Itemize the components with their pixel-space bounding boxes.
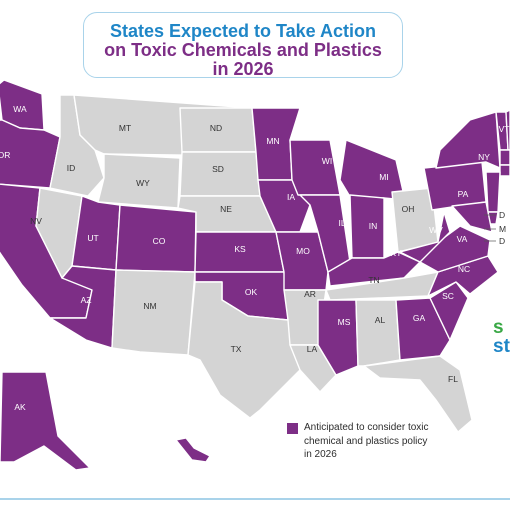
title-line-1: States Expected to Take Action [109, 21, 377, 41]
state-ga [395, 297, 451, 361]
state-fl [363, 355, 473, 433]
state-label-ia: IA [287, 192, 295, 202]
state-nh [505, 109, 510, 151]
state-label-ar: AR [304, 289, 316, 299]
map-legend: Anticipated to consider toxic chemical a… [287, 421, 437, 462]
state-label-wa: WA [13, 104, 27, 114]
state-label-ks: KS [234, 244, 246, 254]
state-label-wv: WV [429, 225, 443, 235]
state-label-ny: NY [478, 152, 490, 162]
state-hi [175, 437, 211, 463]
state-ct [499, 164, 510, 177]
state-label-hi: HI [176, 417, 185, 427]
state-label-ak: AK [14, 402, 26, 412]
state-md [451, 201, 493, 233]
state-sc [429, 281, 469, 341]
state-ny [435, 111, 501, 169]
state-label-nv: NV [30, 216, 42, 226]
bottom-rule [0, 498, 510, 500]
title-line-2: on Toxic Chemicals and Plastics [104, 40, 382, 60]
state-tx [187, 281, 301, 419]
state-ms [317, 299, 359, 376]
state-label-ms: MS [338, 317, 351, 327]
state-label-nm: NM [143, 301, 156, 311]
state-label-mn: MN [266, 136, 279, 146]
state-label-az: AZ [81, 295, 92, 305]
state-mo [275, 231, 329, 291]
brand-line-2: st [493, 336, 510, 357]
state-al [355, 299, 401, 367]
state-label-mo: MO [296, 246, 310, 256]
state-label-sc: SC [442, 291, 454, 301]
callout-label: D [499, 236, 505, 246]
state-label-vt: VT [499, 124, 510, 134]
brand-line-1: s [493, 317, 504, 338]
state-label-il: IL [338, 218, 345, 228]
map-title: States Expected to Take Action on Toxic … [83, 12, 403, 79]
state-label-la: LA [307, 344, 318, 354]
state-label-va: VA [457, 234, 468, 244]
state-label-ne: NE [220, 204, 232, 214]
legend-text: Anticipated to consider toxic chemical a… [304, 422, 429, 460]
state-label-or: OR [0, 150, 10, 160]
state-label-tn: TN [368, 275, 379, 285]
state-nm [111, 269, 196, 356]
callout-label: D [499, 210, 505, 220]
state-wi [289, 139, 341, 196]
state-label-mt: MT [119, 123, 131, 133]
state-label-in: IN [369, 221, 378, 231]
brand-logo: s st [493, 318, 510, 356]
state-label-nd: ND [210, 123, 222, 133]
state-label-sd: SD [212, 164, 224, 174]
state-label-nc: NC [458, 264, 470, 274]
state-label-fl: FL [448, 374, 458, 384]
state-label-ga: GA [413, 313, 426, 323]
state-label-ky: KY [390, 248, 402, 258]
state-wy [97, 153, 181, 209]
legend-swatch [287, 423, 298, 434]
state-wv [399, 211, 451, 263]
state-label-al: AL [375, 315, 386, 325]
state-label-co: CO [153, 236, 166, 246]
state-label-tx: TX [231, 344, 242, 354]
state-label-wy: WY [136, 178, 150, 188]
state-sd [179, 151, 261, 197]
state-nj [485, 171, 501, 213]
state-label-oh: OH [402, 204, 415, 214]
state-label-wi: WI [322, 156, 332, 166]
state-label-mi: MI [379, 172, 388, 182]
callout-label: M [499, 224, 506, 234]
state-label-pa: PA [458, 189, 469, 199]
state-label-id: ID [67, 163, 76, 173]
state-ak [0, 371, 91, 471]
state-az [49, 265, 117, 349]
state-label-ok: OK [245, 287, 258, 297]
state-in [349, 194, 385, 259]
title-line-3: in 2026 [212, 59, 274, 79]
state-label-ut: UT [87, 233, 98, 243]
state-ma [499, 149, 510, 166]
